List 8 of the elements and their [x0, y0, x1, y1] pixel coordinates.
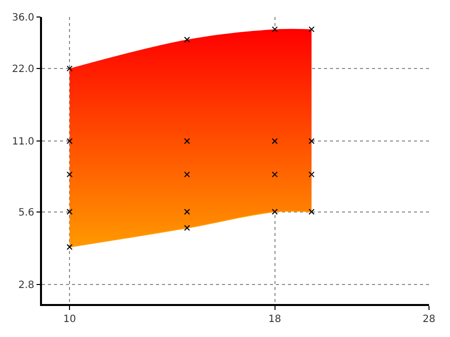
- y-tick-label: 5.6: [18, 207, 34, 218]
- y-tick-label: 36.0: [12, 12, 34, 24]
- x-tick-label: 28: [422, 314, 436, 325]
- x-tick-label: 18: [268, 314, 282, 325]
- y-tick-label: 22.0: [12, 64, 34, 76]
- y-tick-label: 2.8: [18, 280, 34, 291]
- x-tick-label: 10: [63, 314, 76, 325]
- y-tick-label: 11.0: [12, 136, 34, 148]
